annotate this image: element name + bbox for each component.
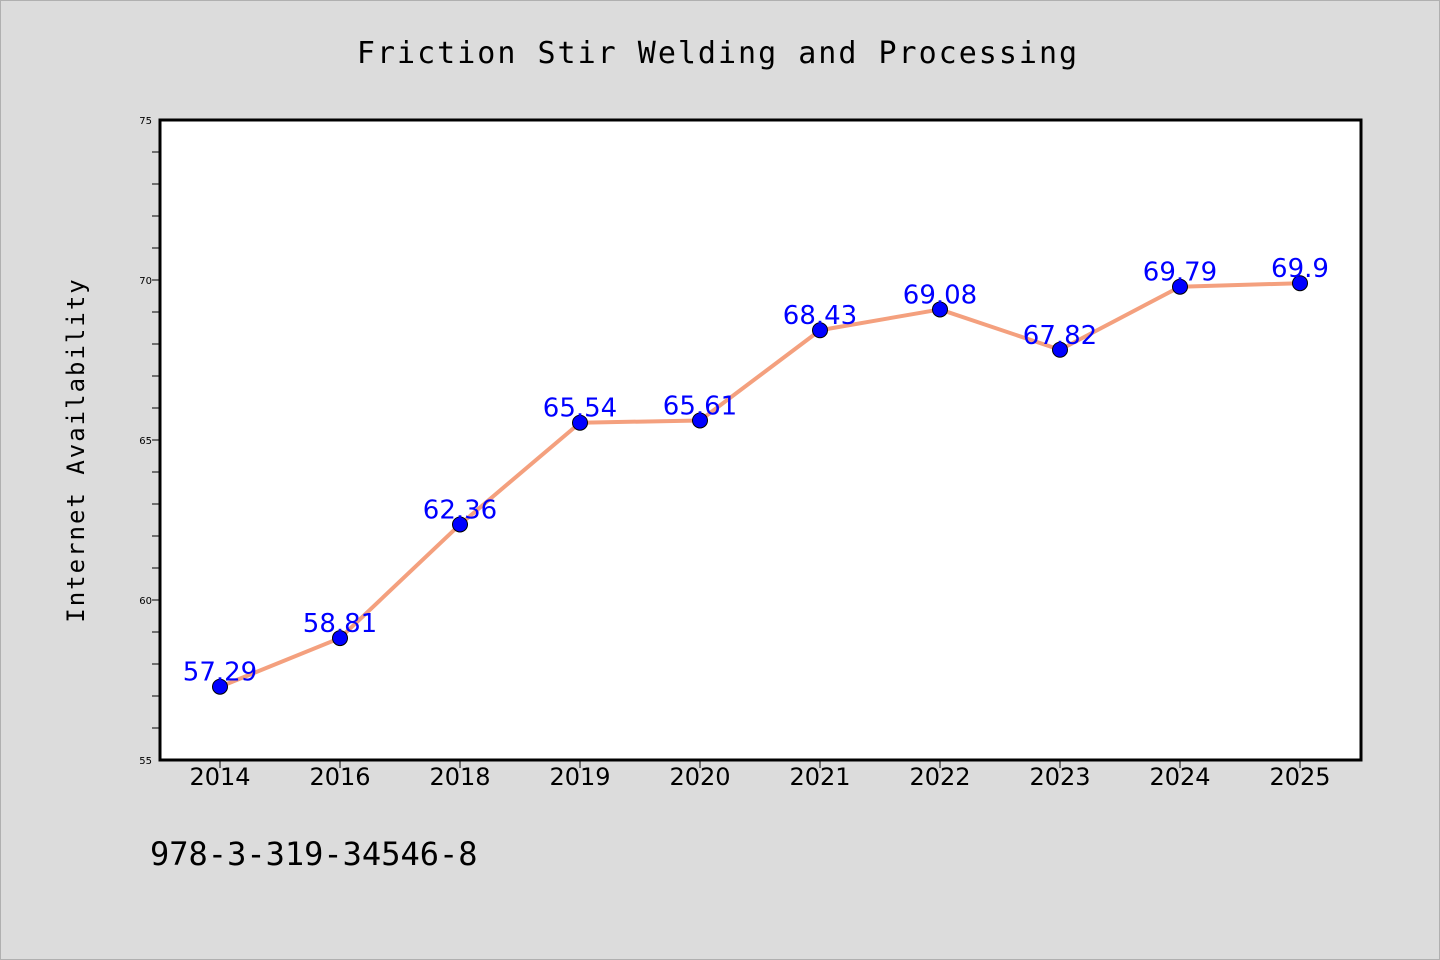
data-label: 69.9 bbox=[1271, 254, 1329, 284]
data-point bbox=[1172, 278, 1188, 295]
data-point bbox=[1292, 275, 1308, 292]
x-axis-ticks: 2014 2016 2018 2019 2020 2021 2022 2023 2024 2025 bbox=[189, 760, 1331, 791]
plot-area bbox=[158, 118, 1363, 762]
y-tick-label: 60 bbox=[139, 596, 152, 607]
data-label: 68.43 bbox=[783, 301, 857, 331]
data-label: 65.61 bbox=[663, 391, 737, 421]
data-label: 65.54 bbox=[543, 394, 617, 424]
series-line bbox=[218, 281, 1302, 689]
x-tick-label: 2014 bbox=[189, 763, 250, 791]
x-tick-label: 2021 bbox=[789, 763, 850, 791]
x-tick-label: 2022 bbox=[909, 763, 970, 791]
data-label: 62.36 bbox=[423, 495, 497, 525]
x-tick-label: 2019 bbox=[549, 763, 610, 791]
data-label: 58.81 bbox=[303, 609, 377, 639]
series-group: 57.29 58.81 62.36 65.54 65.61 68.43 69.08 67.82… bbox=[183, 254, 1329, 695]
data-point bbox=[332, 630, 348, 647]
data-point bbox=[692, 412, 708, 429]
y-tick-label: 75 bbox=[139, 116, 152, 127]
data-point bbox=[1052, 341, 1068, 358]
x-tick-label: 2023 bbox=[1029, 763, 1090, 791]
data-point bbox=[452, 516, 468, 533]
x-tick-label: 2020 bbox=[669, 763, 730, 791]
data-point bbox=[212, 678, 228, 695]
x-tick-label: 2016 bbox=[309, 763, 370, 791]
chart-title: Friction Stir Welding and Processing bbox=[357, 36, 1079, 71]
y-tick-label: 55 bbox=[139, 756, 152, 767]
x-tick-label: 2025 bbox=[1269, 763, 1330, 791]
y-tick-label: 65 bbox=[139, 436, 152, 447]
x-tick-label: 2024 bbox=[1149, 763, 1210, 791]
y-axis-ticks: 55 60 65 70 75 bbox=[139, 116, 160, 767]
data-label: 67.82 bbox=[1023, 321, 1097, 351]
y-tick-label: 70 bbox=[139, 276, 152, 287]
data-point bbox=[572, 414, 588, 431]
data-point bbox=[932, 301, 948, 318]
isbn-footer: 978-3-319-34546-8 bbox=[150, 835, 478, 873]
data-point bbox=[812, 322, 828, 339]
x-tick-label: 2018 bbox=[429, 763, 490, 791]
data-label: 57.29 bbox=[183, 658, 257, 688]
data-label: 69.08 bbox=[903, 280, 977, 310]
y-axis-label: Internet Availability bbox=[62, 277, 90, 622]
data-label: 69.79 bbox=[1143, 258, 1217, 288]
